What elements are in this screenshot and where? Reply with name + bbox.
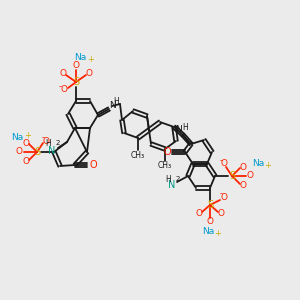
Text: Na: Na: [11, 134, 23, 142]
Text: O: O: [239, 181, 247, 190]
Text: Na: Na: [74, 52, 86, 62]
Text: +: +: [88, 55, 94, 64]
Text: O: O: [16, 148, 22, 157]
Text: S: S: [34, 147, 40, 157]
Text: O: O: [59, 70, 67, 79]
Text: O: O: [73, 61, 80, 70]
Text: O: O: [239, 163, 247, 172]
Text: -: -: [220, 157, 223, 166]
Text: S: S: [229, 171, 235, 181]
Text: N: N: [176, 125, 182, 134]
Text: S: S: [207, 200, 213, 210]
Text: H: H: [165, 175, 171, 184]
Text: -: -: [58, 82, 61, 91]
Text: +: +: [214, 230, 221, 238]
Text: N: N: [168, 180, 176, 190]
Text: N: N: [48, 146, 56, 156]
Text: O: O: [196, 209, 202, 218]
Text: O: O: [22, 139, 29, 148]
Text: -: -: [220, 190, 223, 199]
Text: O: O: [85, 70, 92, 79]
Text: N: N: [109, 101, 116, 110]
Text: +: +: [25, 131, 32, 140]
Text: H: H: [113, 97, 119, 106]
Text: O: O: [206, 218, 214, 226]
Text: CH₃: CH₃: [158, 161, 172, 170]
Text: 2: 2: [56, 140, 60, 146]
Text: O: O: [218, 209, 224, 218]
Text: +: +: [265, 160, 272, 169]
Text: O: O: [220, 160, 227, 169]
Text: O: O: [163, 147, 171, 157]
Text: O: O: [61, 85, 68, 94]
Text: -: -: [41, 134, 44, 142]
Text: O: O: [89, 160, 97, 170]
Text: H: H: [45, 139, 51, 148]
Text: O: O: [247, 172, 254, 181]
Text: H: H: [182, 122, 188, 131]
Text: O: O: [22, 157, 29, 166]
Text: O: O: [43, 136, 50, 146]
Text: 2: 2: [176, 176, 180, 182]
Text: O: O: [220, 193, 227, 202]
Text: CH₃: CH₃: [131, 151, 145, 160]
Text: Na: Na: [202, 227, 214, 236]
Text: S: S: [73, 77, 79, 87]
Text: Na: Na: [252, 158, 264, 167]
